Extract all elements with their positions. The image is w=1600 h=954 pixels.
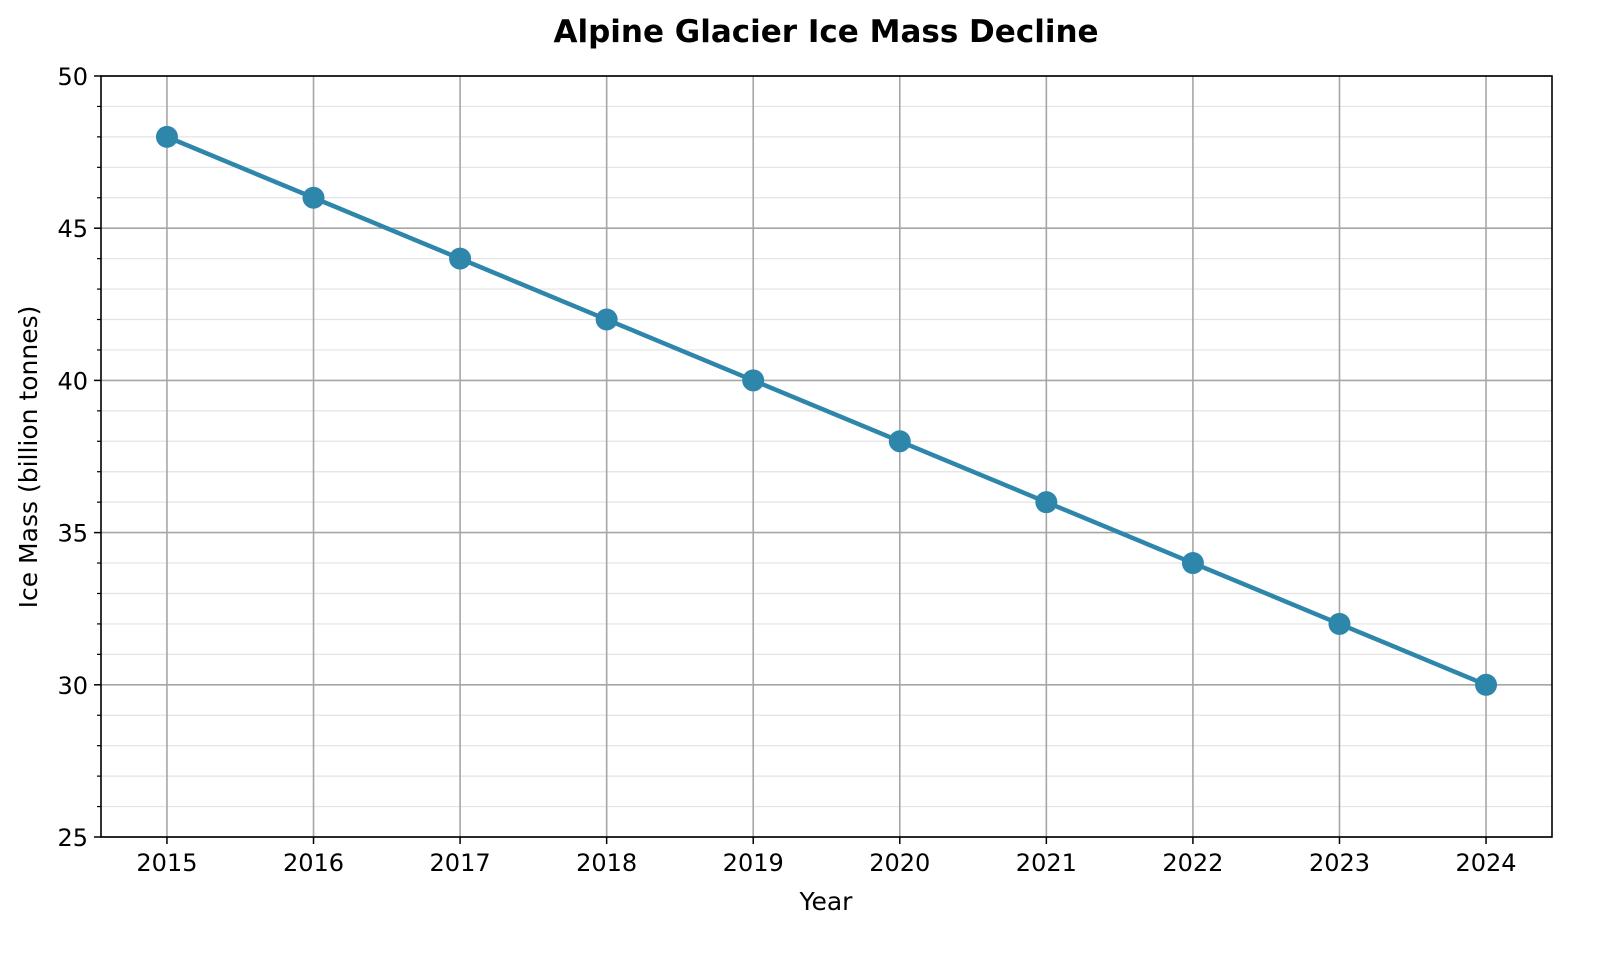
x-tick-label: 2018 xyxy=(576,849,637,877)
data-point xyxy=(302,186,325,209)
data-point xyxy=(1328,612,1351,635)
x-tick-label: 2024 xyxy=(1456,849,1517,877)
data-point xyxy=(888,430,911,453)
y-tick-label: 45 xyxy=(57,215,88,243)
data-point xyxy=(155,125,178,148)
data-point xyxy=(1475,673,1498,696)
data-point xyxy=(1181,552,1204,575)
x-axis-label: Year xyxy=(799,887,854,916)
x-tick-label: 2022 xyxy=(1162,849,1223,877)
y-tick-label: 35 xyxy=(57,520,88,548)
y-axis-label: Ice Mass (billion tonnes) xyxy=(14,306,43,609)
ticks: 25 30 35 40 45 50 2015 2016 2017 2018 2019 2020 2021… xyxy=(57,63,1516,877)
x-tick-label: 2023 xyxy=(1309,849,1370,877)
x-tick-label: 2016 xyxy=(283,849,344,877)
y-tick-label: 30 xyxy=(57,672,88,700)
grid xyxy=(101,75,1552,838)
x-tick-label: 2015 xyxy=(136,849,197,877)
chart-title: Alpine Glacier Ice Mass Decline xyxy=(553,14,1098,50)
plot-frame xyxy=(100,75,1553,838)
x-tick-label: 2017 xyxy=(430,849,491,877)
data-point xyxy=(742,369,765,392)
data-point xyxy=(595,308,618,331)
data-point xyxy=(1035,491,1058,514)
y-tick-label: 40 xyxy=(57,367,88,395)
x-tick-label: 2021 xyxy=(1016,849,1077,877)
y-tick-label: 25 xyxy=(57,824,88,852)
y-tick-label: 50 xyxy=(57,63,88,91)
series-line xyxy=(166,134,1487,687)
x-tick-label: 2019 xyxy=(723,849,784,877)
data-point xyxy=(449,247,472,270)
series xyxy=(155,125,1498,696)
x-tick-label: 2020 xyxy=(869,849,930,877)
